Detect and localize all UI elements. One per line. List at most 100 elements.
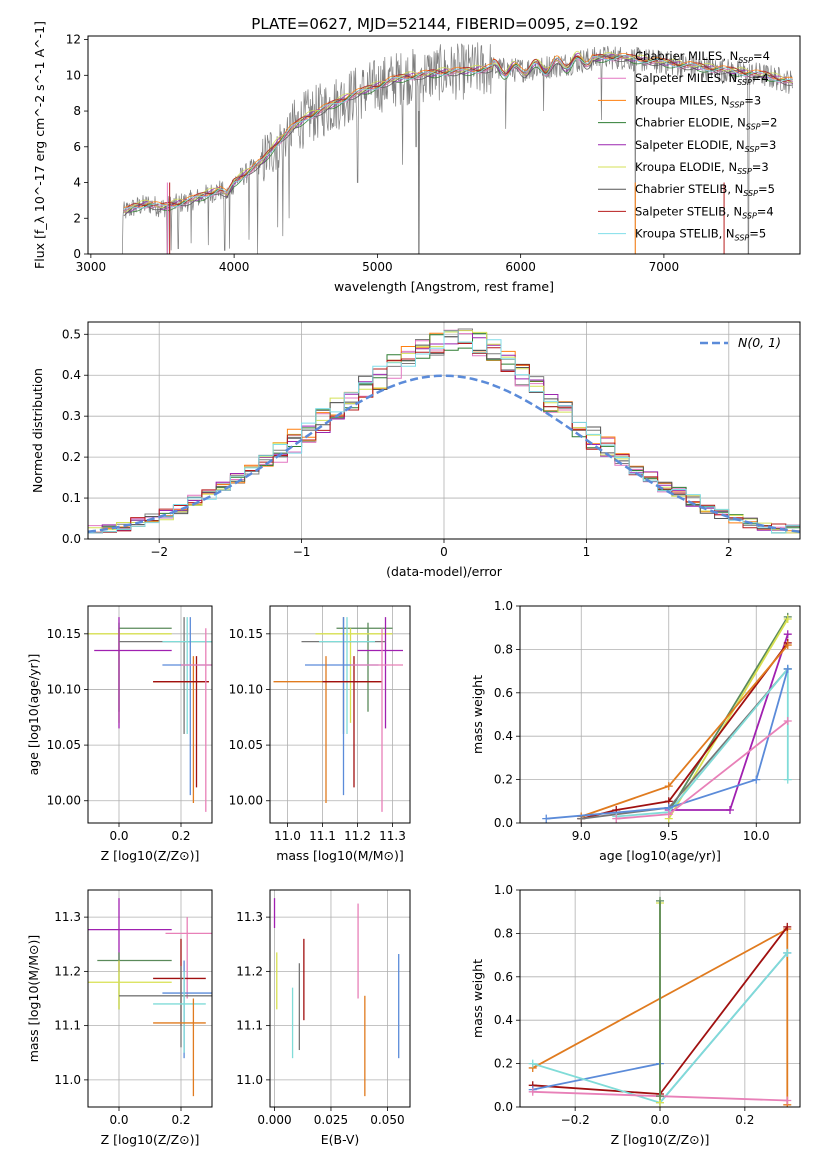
x-axis-label: Z [log10(Z/Z⊙)]: [611, 1132, 710, 1147]
series-marker: [783, 717, 792, 726]
y-axis-label: Normed distribution: [30, 368, 45, 493]
x-tick-label: −2: [150, 545, 168, 559]
plot-area-age_vs_Z: [88, 617, 212, 812]
series-marker: [656, 1092, 664, 1101]
x-tick-label: 9.0: [572, 829, 591, 843]
plot-area-mass_vs_ebv: [273, 898, 400, 1097]
y-axis-label: age [log10(age/yr)]: [26, 654, 41, 776]
x-tick-label: 0.2: [171, 829, 190, 843]
histogram-step: [88, 330, 800, 534]
axes-frame: [269, 889, 411, 1108]
series-marker: [656, 896, 664, 905]
axes-massweight_vs_age: 9.0 9.5 10.0 0.0 0.2 0.4 0.6 0.8 1.0 age [log10(a…: [470, 599, 801, 863]
y-tick-label: 10.10: [47, 682, 81, 696]
series-marker: [752, 775, 761, 784]
plot-area-massweight_vs_age: [542, 612, 792, 823]
legend-label: Salpeter MILES, NSSP=4: [635, 71, 769, 87]
y-axis-label: Flux [f_λ 10^-17 erg cm^-2 s^-1 A^-1]: [32, 21, 47, 269]
y-tick-label: 0.2: [494, 1057, 513, 1071]
y-tick-label: 0.2: [494, 773, 513, 787]
x-tick-label: 0.2: [735, 1113, 754, 1127]
x-tick-label: 10.0: [743, 829, 770, 843]
legend-label: N(0, 1): [738, 335, 781, 350]
axes-frame: [87, 889, 213, 1108]
series-marker: [664, 810, 673, 819]
x-axis-label: (data-model)/error: [386, 564, 503, 579]
series-marker: [612, 814, 621, 823]
plot-area-massweight_vs_Z: [528, 896, 792, 1107]
x-axis-label: age [log10(age/yr)]: [599, 848, 721, 863]
x-tick-label: 0.0: [109, 829, 128, 843]
x-tick-label: 5000: [362, 260, 393, 274]
axes-frame: [87, 35, 801, 255]
axes-frame: [269, 605, 411, 824]
series-marker: [726, 805, 734, 814]
series-marker: [528, 1059, 537, 1068]
y-axis-label: mass weight: [470, 959, 485, 1038]
axes-residuals: −2 −1 0 1 2 0.0 0.1 0.2 0.3 0.4 0.5 (data-model)/er…: [30, 321, 801, 579]
series-marker: [783, 641, 792, 650]
y-tick-label: 0: [73, 247, 81, 261]
x-tick-label: 1: [583, 545, 591, 559]
y-tick-label: 0.8: [494, 642, 513, 656]
axes-mass_vs_ebv: 0.000 0.025 0.050 11.0 11.1 11.2 11.3 E(B-V): [236, 889, 411, 1147]
y-tick-label: 10.10: [229, 682, 263, 696]
y-tick-label: 6: [73, 140, 81, 154]
series-marker: [783, 615, 792, 624]
legend-label: Salpeter ELODIE, NSSP=3: [635, 138, 776, 154]
spectrum-model-line: [123, 50, 793, 213]
series-marker: [664, 782, 673, 791]
y-tick-label: 8: [73, 104, 81, 118]
y-tick-label: 11.2: [236, 964, 263, 978]
x-tick-label: 0.025: [314, 1113, 348, 1127]
y-tick-label: 0.8: [494, 926, 513, 940]
y-tick-label: 0.4: [62, 368, 81, 382]
x-tick-label: 0: [440, 545, 448, 559]
y-tick-label: 0.1: [62, 491, 81, 505]
y-tick-label: 11.1: [236, 1019, 263, 1033]
x-tick-label: 11.2: [344, 829, 371, 843]
y-tick-label: 10.05: [47, 738, 81, 752]
x-tick-label: 0.0: [109, 1113, 128, 1127]
axes-age_vs_Z: 0.0 0.2 10.00 10.05 10.10 10.15 Z [log10(Z/Z⊙)…: [26, 605, 213, 863]
series-marker: [783, 948, 792, 957]
series-line: [546, 668, 789, 820]
x-tick-label: 6000: [505, 260, 536, 274]
legend-label: Kroupa ELODIE, NSSP=3: [635, 160, 769, 176]
axes-massweight_vs_Z: −0.2 0.0 0.2 0.0 0.2 0.4 0.6 0.8 1.0 Z [log10(Z/Z…: [470, 883, 801, 1147]
plot-area-residuals: [88, 328, 800, 534]
legend-label: Kroupa STELIB, NSSP=5: [635, 227, 766, 243]
y-tick-label: 10.05: [229, 738, 263, 752]
spectrum-model-line: [123, 56, 793, 217]
y-tick-label: 0.2: [62, 450, 81, 464]
y-tick-label: 12: [66, 33, 81, 47]
x-tick-label: 11.1: [309, 829, 336, 843]
y-tick-label: 11.3: [236, 910, 263, 924]
y-tick-label: 4: [73, 176, 81, 190]
y-tick-label: 11.1: [54, 1019, 81, 1033]
x-tick-label: 4000: [219, 260, 250, 274]
x-tick-label: 0.0: [650, 1113, 669, 1127]
axes-frame: [87, 321, 801, 540]
y-tick-label: 10: [66, 68, 81, 82]
x-axis-label: Z [log10(Z/Z⊙)]: [101, 1132, 200, 1147]
y-tick-label: 0.0: [62, 532, 81, 546]
legend-label: Kroupa MILES, NSSP=3: [635, 93, 761, 109]
x-tick-label: 7000: [649, 260, 680, 274]
legend-label: Chabrier MILES, NSSP=4: [635, 49, 770, 65]
plot-area-age_vs_mass: [273, 617, 403, 812]
x-tick-label: 11.0: [274, 829, 301, 843]
y-tick-label: 10.00: [229, 794, 263, 808]
spectrum-model-line: [123, 54, 793, 211]
y-tick-label: 0.4: [494, 1013, 513, 1027]
y-axis-label: mass [log10(M/M⊙)]: [26, 935, 41, 1063]
series-marker: [783, 630, 792, 639]
y-tick-label: 11.2: [54, 964, 81, 978]
x-tick-label: 9.5: [659, 829, 678, 843]
series-marker: [783, 1096, 792, 1105]
y-tick-label: 0.4: [494, 729, 513, 743]
y-tick-label: 11.0: [236, 1073, 263, 1087]
x-tick-label: 2: [725, 545, 733, 559]
y-tick-label: 0.6: [494, 686, 513, 700]
